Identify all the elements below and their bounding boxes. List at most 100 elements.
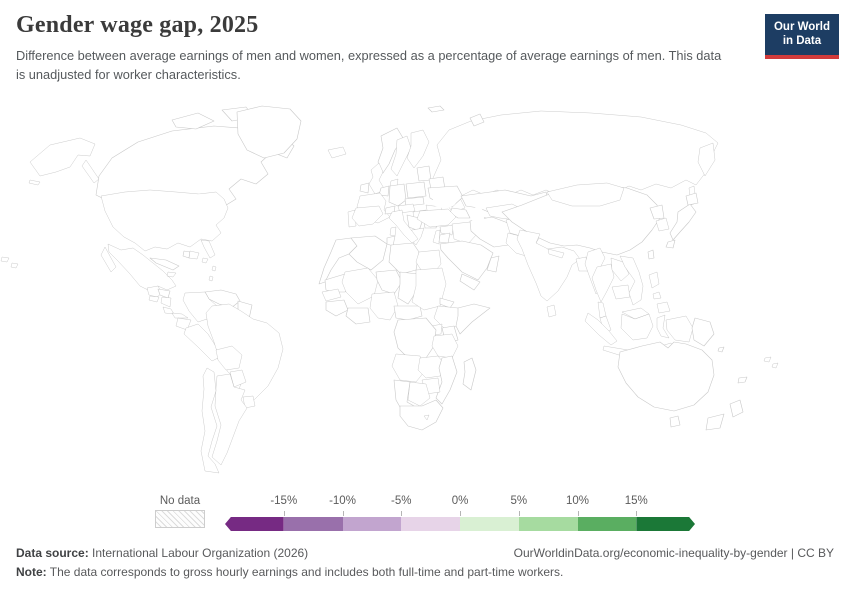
country-novaya-zemlya[interactable]: [469, 113, 485, 127]
country-nigeria[interactable]: [369, 291, 399, 321]
country-bolivia[interactable]: [215, 345, 243, 371]
country-laos[interactable]: [610, 257, 630, 282]
country-lesotho[interactable]: [423, 414, 430, 421]
country-indonesia-sumatra[interactable]: [584, 312, 618, 346]
legend-bin[interactable]: [518, 517, 578, 531]
country-syria[interactable]: [439, 224, 455, 236]
country-iraq[interactable]: [451, 221, 477, 245]
country-finland[interactable]: [406, 129, 430, 169]
country-niger[interactable]: [375, 269, 403, 295]
country-australia-tasmania[interactable]: [669, 415, 681, 428]
country-nicaragua[interactable]: [160, 296, 172, 308]
country-new-zealand-south[interactable]: [705, 413, 725, 431]
country-panama[interactable]: [171, 312, 189, 319]
country-australia[interactable]: [617, 341, 715, 412]
country-cameroon[interactable]: [393, 305, 423, 321]
country-chile[interactable]: [200, 367, 220, 474]
country-papua-new-guinea[interactable]: [691, 317, 715, 347]
country-oman[interactable]: [486, 255, 500, 273]
legend-bin[interactable]: [460, 517, 519, 531]
country-fiji1[interactable]: [763, 356, 772, 363]
country-india[interactable]: [516, 229, 581, 302]
country-lesser-antilles2[interactable]: [208, 275, 214, 282]
country-usa-hawaii2[interactable]: [10, 262, 19, 269]
legend-bin[interactable]: [577, 517, 637, 531]
country-japan-hokkaido[interactable]: [685, 192, 699, 206]
country-sudan[interactable]: [411, 267, 447, 311]
country-zambia[interactable]: [417, 355, 447, 379]
country-vietnam[interactable]: [619, 255, 644, 306]
country-greenland[interactable]: [236, 105, 302, 159]
country-paraguay[interactable]: [229, 369, 247, 388]
country-japan-honshu[interactable]: [669, 203, 697, 241]
country-dominican-republic[interactable]: [188, 250, 200, 260]
country-drc[interactable]: [393, 317, 437, 361]
country-thailand-peninsula[interactable]: [597, 301, 607, 319]
legend-bin[interactable]: [636, 517, 695, 531]
owid-link[interactable]: OurWorldinData.org/economic-inequality-b…: [513, 546, 834, 560]
country-ghana-ivory-coast[interactable]: [345, 307, 371, 325]
country-usa-alaska-panhandle[interactable]: [81, 159, 100, 184]
country-south-africa[interactable]: [399, 399, 444, 431]
country-ireland[interactable]: [359, 182, 370, 194]
country-senegal[interactable]: [321, 288, 342, 302]
country-cuba[interactable]: [149, 257, 180, 271]
country-usa-aleutians[interactable]: [28, 179, 41, 186]
country-el-salvador[interactable]: [148, 295, 160, 303]
country-lesser-antilles1[interactable]: [211, 265, 217, 272]
country-usa-alaska[interactable]: [29, 137, 96, 177]
country-guinea[interactable]: [325, 299, 349, 317]
country-mexico[interactable]: [107, 243, 177, 292]
country-jamaica[interactable]: [166, 271, 177, 278]
country-indonesia-kalimantan[interactable]: [620, 313, 654, 341]
country-solomon-islands[interactable]: [717, 346, 725, 353]
country-honduras[interactable]: [157, 288, 171, 299]
country-usa-hawaii1[interactable]: [0, 256, 10, 263]
country-iceland[interactable]: [327, 146, 347, 159]
country-mozambique[interactable]: [435, 355, 458, 405]
country-libya[interactable]: [388, 242, 420, 275]
country-mali[interactable]: [341, 267, 379, 305]
country-poland[interactable]: [405, 181, 427, 199]
country-philippines-visayas[interactable]: [652, 291, 662, 300]
country-sweden[interactable]: [390, 135, 412, 177]
country-mongolia[interactable]: [546, 182, 625, 207]
country-spain[interactable]: [351, 205, 384, 227]
country-somalia[interactable]: [455, 303, 491, 335]
country-south-korea[interactable]: [655, 217, 670, 232]
country-germany[interactable]: [388, 183, 407, 207]
country-usa-florida[interactable]: [200, 239, 216, 259]
country-japan-kyushu[interactable]: [665, 239, 676, 249]
country-uruguay[interactable]: [242, 395, 256, 409]
country-yemen[interactable]: [459, 273, 481, 291]
legend-bin[interactable]: [283, 517, 343, 531]
country-svalbard[interactable]: [427, 105, 445, 113]
country-cambodia[interactable]: [611, 284, 631, 300]
legend-bin[interactable]: [225, 517, 284, 531]
country-philippines-mindanao[interactable]: [656, 301, 671, 314]
country-italy[interactable]: [388, 209, 419, 244]
country-russia-kamchatka[interactable]: [697, 142, 716, 177]
country-madagascar[interactable]: [462, 357, 477, 391]
country-israel[interactable]: [432, 229, 441, 245]
country-nepal[interactable]: [547, 248, 565, 259]
owid-logo[interactable]: Our World in Data: [764, 14, 839, 59]
country-indonesia-papua[interactable]: [665, 315, 694, 343]
country-sri-lanka[interactable]: [546, 304, 557, 318]
country-fiji2[interactable]: [771, 362, 779, 369]
country-brazil[interactable]: [205, 303, 284, 407]
country-thailand[interactable]: [591, 263, 615, 303]
country-canada-arctic1[interactable]: [171, 112, 215, 130]
country-indonesia-sulawesi[interactable]: [656, 314, 670, 339]
country-botswana[interactable]: [407, 381, 431, 407]
country-argentina[interactable]: [211, 373, 248, 466]
country-norway[interactable]: [377, 127, 404, 174]
country-new-zealand-north[interactable]: [729, 399, 744, 418]
legend-bin[interactable]: [401, 517, 460, 531]
legend-bin[interactable]: [342, 517, 402, 531]
legend-no-data[interactable]: No data: [155, 495, 205, 528]
country-mexico-baja[interactable]: [100, 246, 117, 273]
country-philippines-luzon[interactable]: [648, 271, 660, 289]
country-venezuela[interactable]: [204, 289, 241, 309]
country-usa-mainland[interactable]: [100, 189, 229, 252]
